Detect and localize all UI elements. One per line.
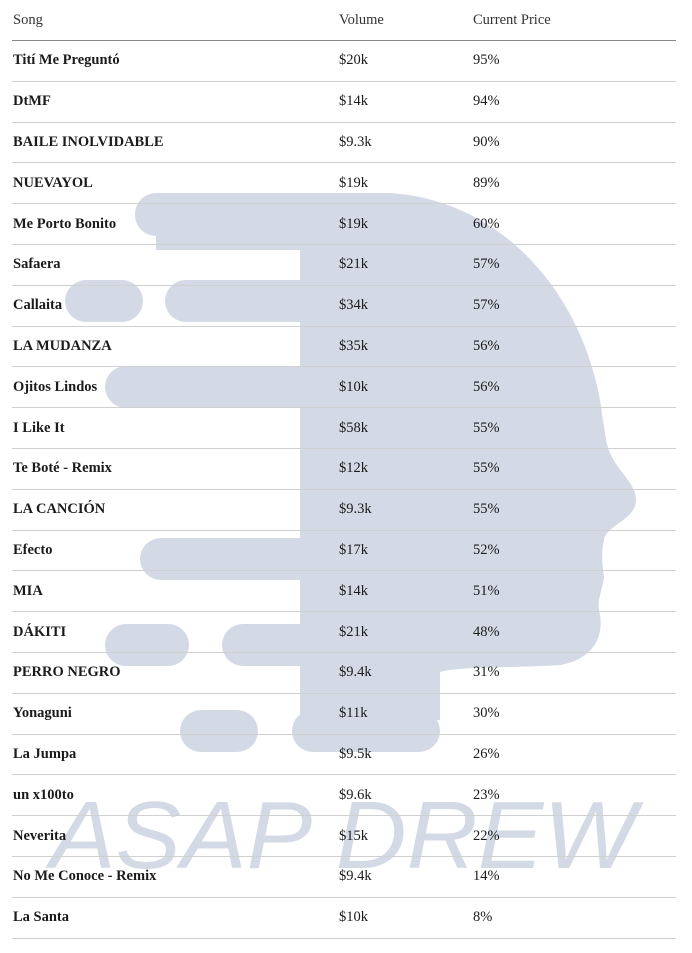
current-price: 23% [472, 774, 676, 817]
table-row: Tití Me Preguntó $20k 95% [12, 40, 676, 82]
volume: $10k [338, 366, 472, 409]
volume: $9.3k [338, 489, 472, 531]
table-row: LA MUDANZA $35k 56% [12, 326, 676, 368]
table-row: LA CANCIÓN $9.3k 55% [12, 489, 676, 531]
header-row: Song Volume Current Price [12, 0, 676, 41]
table-row: Me Porto Bonito $19k 60% [12, 203, 676, 245]
table-row: I Like It $58k 55% [12, 407, 676, 449]
volume: $20k [338, 40, 472, 82]
volume: $19k [338, 162, 472, 205]
volume: $35k [338, 326, 472, 368]
table-row: Ojitos Lindos $10k 56% [12, 366, 676, 409]
current-price: 48% [472, 611, 676, 653]
current-price: 30% [472, 693, 676, 735]
song-name: MIA [12, 570, 338, 613]
song-name: LA MUDANZA [12, 326, 338, 368]
header-cell: Song [12, 0, 338, 41]
table-row: BAILE INOLVIDABLE $9.3k 90% [12, 122, 676, 164]
current-price: 90% [472, 122, 676, 164]
table-row: Callaita $34k 57% [12, 285, 676, 327]
volume: $9.5k [338, 734, 472, 776]
song-name: Tití Me Preguntó [12, 40, 338, 82]
song-table: Song Volume Current Price Tití Me Pregun… [12, 0, 676, 939]
song-name: BAILE INOLVIDABLE [12, 122, 338, 164]
current-price: 8% [472, 897, 676, 939]
current-price: 56% [472, 366, 676, 409]
volume: $9.3k [338, 122, 472, 164]
song-name: Ojitos Lindos [12, 366, 338, 409]
table-row: DtMF $14k 94% [12, 81, 676, 123]
table-row: PERRO NEGRO $9.4k 31% [12, 652, 676, 694]
table-row: Yonaguni $11k 30% [12, 693, 676, 735]
table-row: Efecto $17k 52% [12, 530, 676, 572]
song-name: DtMF [12, 81, 338, 123]
current-price: 31% [472, 652, 676, 694]
table-row: MIA $14k 51% [12, 570, 676, 613]
volume: $14k [338, 570, 472, 613]
volume: $9.4k [338, 856, 472, 898]
header-cell: Current Price [472, 0, 676, 41]
table-row: La Jumpa $9.5k 26% [12, 734, 676, 776]
current-price: 57% [472, 285, 676, 327]
song-name: Yonaguni [12, 693, 338, 735]
song-name: No Me Conoce - Remix [12, 856, 338, 898]
current-price: 55% [472, 448, 676, 490]
song-name: NUEVAYOL [12, 162, 338, 205]
volume: $17k [338, 530, 472, 572]
table-row: Te Boté - Remix $12k 55% [12, 448, 676, 490]
song-name: Efecto [12, 530, 338, 572]
song-name: La Jumpa [12, 734, 338, 776]
table-row: No Me Conoce - Remix $9.4k 14% [12, 856, 676, 898]
song-name: DÁKITI [12, 611, 338, 653]
song-name: Neverita [12, 815, 338, 857]
table-row: un x100to $9.6k 23% [12, 774, 676, 817]
volume: $58k [338, 407, 472, 449]
table-row: DÁKITI $21k 48% [12, 611, 676, 653]
volume: $21k [338, 244, 472, 286]
volume: $21k [338, 611, 472, 653]
current-price: 56% [472, 326, 676, 368]
song-name: Te Boté - Remix [12, 448, 338, 490]
song-name: I Like It [12, 407, 338, 449]
current-price: 94% [472, 81, 676, 123]
volume: $19k [338, 203, 472, 245]
song-name: Me Porto Bonito [12, 203, 338, 245]
volume: $9.4k [338, 652, 472, 694]
volume: $10k [338, 897, 472, 939]
volume: $14k [338, 81, 472, 123]
current-price: 55% [472, 407, 676, 449]
song-name: LA CANCIÓN [12, 489, 338, 531]
table-row: La Santa $10k 8% [12, 897, 676, 939]
song-name: La Santa [12, 897, 338, 939]
current-price: 89% [472, 162, 676, 205]
volume: $15k [338, 815, 472, 857]
table-row: Safaera $21k 57% [12, 244, 676, 286]
table-row: NUEVAYOL $19k 89% [12, 162, 676, 205]
current-price: 52% [472, 530, 676, 572]
header-cell: Volume [338, 0, 472, 41]
song-name: PERRO NEGRO [12, 652, 338, 694]
song-name: Safaera [12, 244, 338, 286]
current-price: 95% [472, 40, 676, 82]
volume: $9.6k [338, 774, 472, 817]
song-name: Callaita [12, 285, 338, 327]
volume: $34k [338, 285, 472, 327]
song-name: un x100to [12, 774, 338, 817]
current-price: 57% [472, 244, 676, 286]
volume: $12k [338, 448, 472, 490]
current-price: 60% [472, 203, 676, 245]
current-price: 22% [472, 815, 676, 857]
current-price: 26% [472, 734, 676, 776]
current-price: 55% [472, 489, 676, 531]
current-price: 51% [472, 570, 676, 613]
current-price: 14% [472, 856, 676, 898]
volume: $11k [338, 693, 472, 735]
table-row: Neverita $15k 22% [12, 815, 676, 857]
